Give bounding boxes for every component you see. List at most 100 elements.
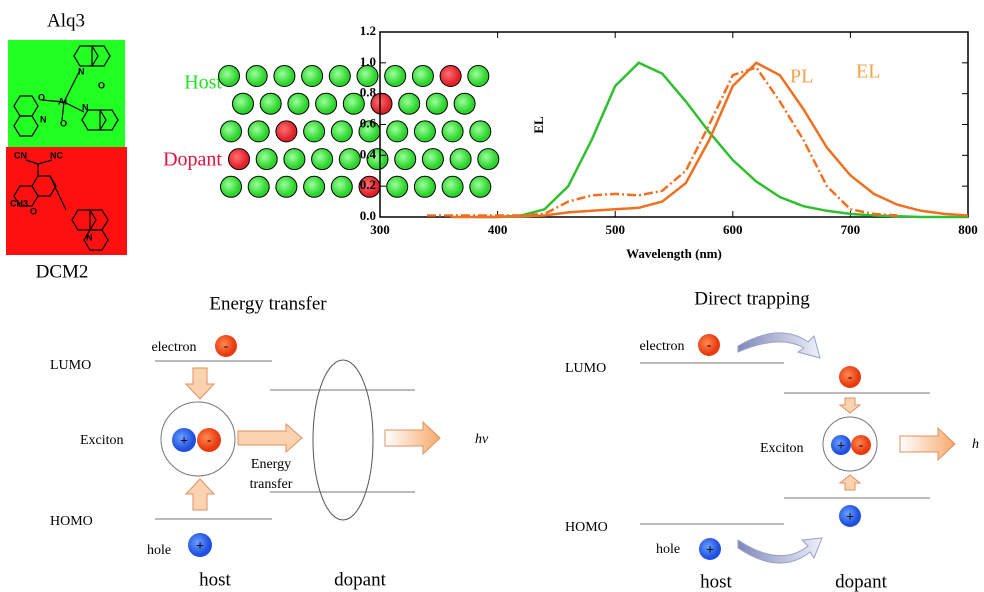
host-molecule — [442, 176, 463, 197]
y-tick-label: 0.4 — [360, 146, 377, 161]
slide: Alq3 N O Al O N O N CN NC CH3 O N DCM2 H… — [0, 0, 984, 592]
atom: N — [40, 114, 47, 124]
host-label: Host — [184, 72, 222, 94]
host-molecule — [276, 176, 297, 197]
atom: O — [38, 92, 45, 102]
host-molecule — [274, 66, 295, 87]
arrow — [840, 398, 860, 413]
sign: - — [224, 338, 228, 353]
host-molecule — [221, 176, 242, 197]
lattice — [219, 66, 499, 198]
atom: N — [82, 102, 89, 112]
host-molecule — [248, 121, 269, 142]
atom: NC — [50, 150, 63, 160]
sign: + — [837, 437, 845, 452]
x-tick-label: 300 — [370, 222, 390, 237]
atom: CH3 — [10, 198, 28, 208]
series-label: PL — [790, 66, 813, 88]
label: dopant — [334, 569, 386, 590]
host-molecule — [450, 149, 471, 170]
arrow — [186, 479, 214, 510]
level-label: HOMO — [50, 514, 93, 529]
host-molecule — [233, 93, 254, 114]
molecule-name: Alq3 — [47, 10, 85, 31]
dopant-molecule — [440, 66, 461, 87]
host-molecule — [454, 93, 475, 114]
level-label: LUMO — [50, 358, 91, 373]
host-molecule — [260, 93, 281, 114]
host-molecule — [387, 176, 408, 197]
molecule-name: DCM2 — [36, 261, 89, 282]
diagram-title: Energy transfer — [209, 293, 327, 314]
host-molecule — [304, 121, 325, 142]
host-molecule — [316, 93, 337, 114]
label: electron — [151, 340, 196, 355]
host-molecule — [312, 149, 333, 170]
host-molecule — [470, 176, 491, 197]
sign: + — [846, 508, 854, 523]
host-molecule — [414, 121, 435, 142]
host-molecule — [387, 121, 408, 142]
host-molecule — [219, 66, 240, 87]
host-molecule — [331, 121, 352, 142]
label: Exciton — [80, 433, 124, 448]
level-label: LUMO — [565, 361, 606, 376]
label: hole — [656, 542, 680, 557]
y-tick-label: 0.8 — [360, 85, 377, 100]
label: Exciton — [760, 441, 804, 456]
series-line — [474, 63, 968, 217]
host-molecule — [385, 66, 406, 87]
label: Energy — [251, 457, 291, 472]
emission-arrow — [385, 422, 440, 454]
y-tick-label: 1.2 — [360, 23, 376, 38]
host-molecule — [426, 93, 447, 114]
y-tick-label: 0.2 — [360, 177, 376, 192]
diagram-title: Direct trapping — [694, 288, 810, 309]
host-molecule — [414, 176, 435, 197]
dopant-molecule — [276, 121, 297, 142]
label: electron — [639, 339, 684, 354]
host-molecule — [331, 176, 352, 197]
host-molecule — [246, 66, 267, 87]
host-molecule — [221, 121, 242, 142]
series-line — [451, 63, 968, 217]
host-molecule — [288, 93, 309, 114]
host-molecule — [412, 66, 433, 87]
level-label: HOMO — [565, 520, 608, 535]
emission: h — [972, 437, 979, 452]
host-molecule — [248, 176, 269, 197]
label: dopant — [835, 571, 887, 592]
x-tick-label: 700 — [841, 222, 861, 237]
y-tick-label: 1.0 — [360, 54, 376, 69]
emission-arrow — [900, 428, 955, 460]
x-tick-label: 800 — [958, 222, 978, 237]
curved-arrow — [738, 333, 820, 358]
series-label: EL — [856, 61, 880, 83]
atom: Al — [58, 96, 67, 106]
sign: + — [706, 541, 714, 556]
host-molecule — [478, 149, 499, 170]
x-axis-label: Wavelength (nm) — [626, 246, 722, 261]
host-molecule — [442, 121, 463, 142]
arrow — [238, 424, 302, 452]
series-line — [427, 68, 897, 216]
sign: - — [207, 432, 211, 447]
host-molecule — [329, 66, 350, 87]
host-molecule — [339, 149, 360, 170]
dopant-molecule — [229, 149, 250, 170]
y-axis-label: EL — [531, 116, 546, 134]
host-molecule — [468, 66, 489, 87]
x-tick-label: 400 — [488, 222, 508, 237]
alq3-box — [8, 40, 125, 147]
emission: hν — [475, 432, 489, 447]
atom: N — [86, 232, 93, 242]
atom: N — [78, 66, 85, 76]
atom: O — [60, 118, 67, 128]
curved-arrow — [738, 538, 822, 563]
arrow — [186, 368, 214, 399]
host-molecule — [395, 149, 416, 170]
label: host — [199, 569, 231, 590]
dopant-label: Dopant — [163, 149, 222, 171]
host-molecule — [256, 149, 277, 170]
x-tick-label: 500 — [605, 222, 625, 237]
